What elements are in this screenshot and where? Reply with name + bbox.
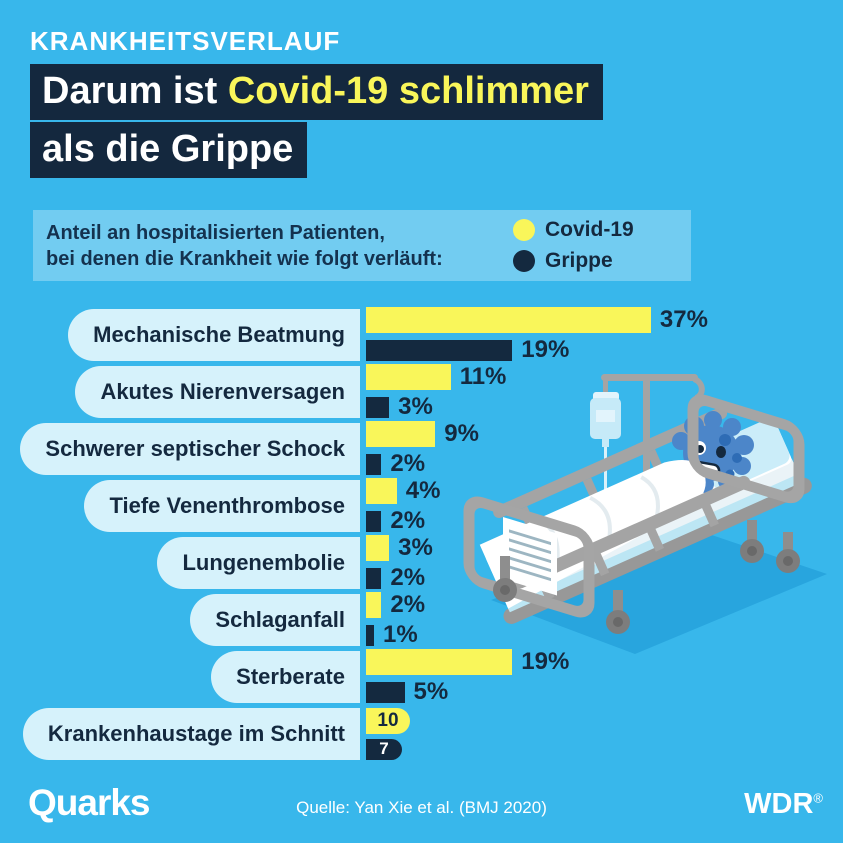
legend: Covid-19 Grippe (513, 218, 681, 273)
page-title-line1: Darum ist Covid-19 schlimmer (30, 64, 603, 120)
title-yellow-part: Covid-19 schlimmer (227, 70, 589, 112)
quarks-logo: Quarks (28, 782, 151, 823)
chart-row: Krankenhaustage im Schnitt 10 7 (0, 705, 843, 762)
grippe-bar (366, 453, 382, 475)
grippe-color-dot (513, 250, 535, 272)
covid-value: 9% (444, 420, 479, 447)
chart-row: Tiefe Venenthrombose 4% 2% (0, 477, 843, 534)
patient-chart-clipboard (503, 517, 557, 596)
grippe-bar (366, 339, 513, 361)
covid-value: 2% (390, 591, 426, 618)
category-label: Krankenhaustage im Schnitt (22, 707, 360, 760)
covid-value: 19% (521, 648, 570, 675)
category-label: Mechanische Beatmung (68, 308, 360, 361)
chart-row: Schlaganfall 2% 1% (0, 591, 843, 648)
legend-item-covid: Covid-19 (513, 218, 681, 242)
grippe-value: 19% (521, 336, 570, 363)
covid-bar (366, 535, 390, 561)
covid-bar (366, 421, 436, 447)
grippe-bar (366, 567, 382, 589)
legend-item-grippe: Grippe (513, 249, 681, 273)
chart-row: Mechanische Beatmung 37% 19% (0, 306, 843, 363)
title-white-part: Darum ist (42, 70, 228, 112)
covid-value: 3% (398, 534, 433, 561)
grippe-bar (366, 510, 382, 532)
covid-value: 37% (659, 306, 708, 333)
near-side-rail (513, 475, 751, 601)
covid-value: 4% (405, 477, 441, 504)
intro-line1: Anteil an hospitalisierten Patienten, (46, 221, 385, 244)
source-credit: Quelle: Yan Xie et al. (BMJ 2020) (296, 798, 547, 817)
category-label: Lungenembolie (157, 536, 360, 589)
grippe-bar (366, 396, 390, 418)
covid-color-dot (513, 219, 535, 241)
covid-bar (366, 307, 651, 333)
covid-days-bar: 10 (366, 707, 410, 734)
grippe-value: 5% (413, 678, 449, 705)
headboard (687, 394, 805, 504)
footboard (463, 496, 595, 618)
covid-bar (366, 592, 382, 618)
eyebrow-label: KRANKHEITSVERLAUF (30, 26, 341, 56)
registered-mark: ® (813, 790, 823, 806)
bed-shadow (491, 528, 827, 654)
grippe-value: 3% (398, 393, 433, 420)
grippe-value: 2% (390, 450, 426, 477)
category-label: Sterberate (211, 650, 360, 703)
grippe-days-bar: 7 (366, 738, 402, 760)
category-label: Tiefe Venenthrombose (84, 479, 360, 532)
chart-row: Akutes Nierenversagen 11% 3% (0, 363, 843, 420)
category-label: Akutes Nierenversagen (75, 365, 360, 418)
bed-wheels (493, 520, 800, 634)
wdr-logo: WDR® (744, 788, 823, 820)
grippe-bar (366, 681, 405, 703)
intro-line2: bei denen die Krankheit wie folgt verläu… (46, 247, 443, 270)
covid-bar (366, 478, 397, 504)
intro-text: Anteil an hospitalisierten Patienten, be… (46, 220, 513, 272)
legend-label-grippe: Grippe (545, 249, 613, 272)
covid-bar (366, 364, 451, 390)
chart-row: Lungenembolie 3% 2% (0, 534, 843, 591)
grippe-value: 2% (390, 564, 426, 591)
grippe-bar (366, 624, 374, 646)
bar-chart: Mechanische Beatmung 37% 19% Akutes Nier… (0, 306, 843, 762)
iv-bag-icon (590, 392, 621, 500)
chart-row: Schwerer septischer Schock 9% 2% (0, 420, 843, 477)
hospital-bed-illustration (463, 374, 827, 654)
chart-row: Sterberate 19% 5% (0, 648, 843, 705)
category-label: Schwerer septischer Schock (20, 422, 360, 475)
covid-bar (366, 649, 513, 675)
covid-value: 11% (459, 363, 507, 390)
intro-legend-box: Anteil an hospitalisierten Patienten, be… (33, 210, 691, 281)
page-title-line2: als die Grippe (30, 122, 308, 178)
legend-label-covid: Covid-19 (545, 218, 634, 241)
category-label: Schlaganfall (190, 593, 360, 646)
grippe-value: 1% (383, 621, 418, 648)
grippe-value: 2% (390, 507, 426, 534)
